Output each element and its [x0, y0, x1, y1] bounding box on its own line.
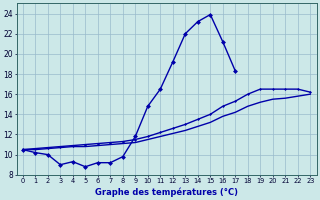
X-axis label: Graphe des températures (°C): Graphe des températures (°C): [95, 187, 238, 197]
